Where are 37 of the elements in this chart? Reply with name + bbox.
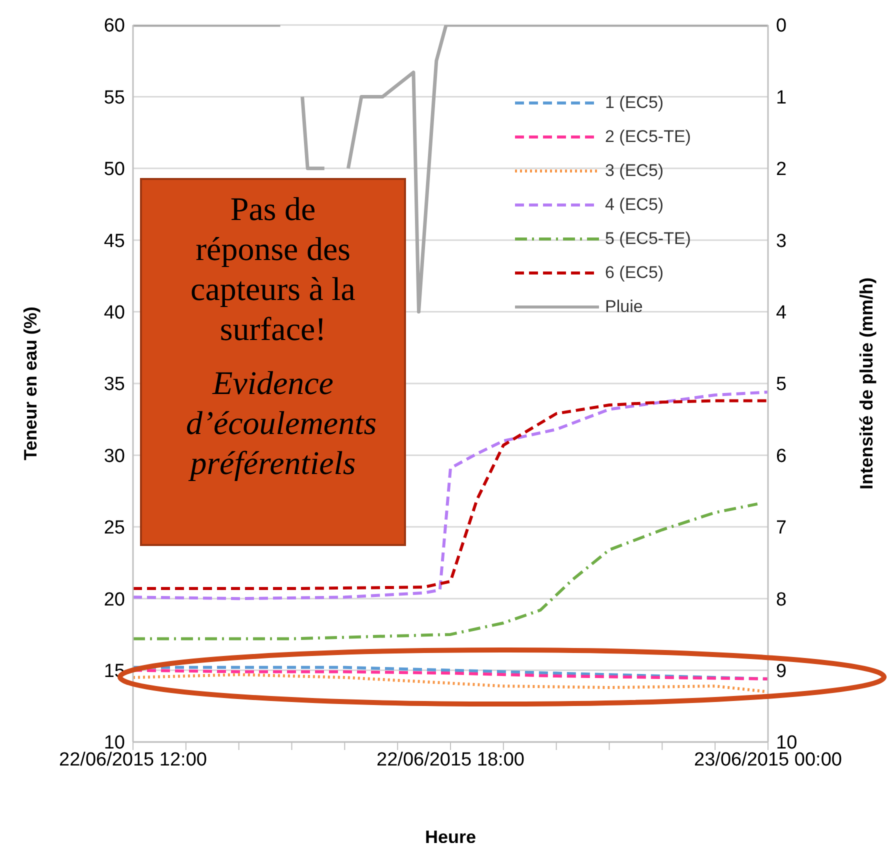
y-tick-label: 25 <box>104 518 125 539</box>
legend-label: 5 (EC5-TE) <box>605 229 691 249</box>
note-box: Pas de réponse des capteurs à la surface! Evidence d’écoulements préférentiels <box>140 178 406 546</box>
x-tick-label: 22/06/2015 18:00 <box>376 749 524 770</box>
x-tick-label: 23/06/2015 00:00 <box>694 749 842 770</box>
legend-label: 1 (EC5) <box>605 93 664 113</box>
y-tick-label: 55 <box>104 87 125 108</box>
x-axis-title: Heure <box>424 827 476 847</box>
y-tick-label: 35 <box>104 374 125 396</box>
legend-label: 2 (EC5-TE) <box>605 127 691 147</box>
annotation: Pas de réponse des capteurs à la surface! <box>190 191 356 350</box>
y2-tick-label: 4 <box>776 302 787 324</box>
y2-tick-label: 5 <box>776 374 787 396</box>
y2-tick-label: 6 <box>776 446 787 467</box>
legend-label: 3 (EC5) <box>605 161 664 181</box>
y2-tick-label: 1 <box>776 87 787 108</box>
y2-tick-label: 8 <box>776 589 787 610</box>
y-tick-label: 45 <box>104 230 125 252</box>
legend-label: 4 (EC5) <box>605 195 664 215</box>
y-tick-label: 60 <box>104 16 125 37</box>
y-tick-label: 50 <box>104 159 125 180</box>
annotation: Evidence d’écoulements préférentiels <box>186 365 377 484</box>
y-axis-title: Teneur en eau (%) <box>20 306 40 460</box>
y2-tick-label: 0 <box>776 16 787 37</box>
y2-axis-title: Intensité de pluie (mm/h) <box>856 277 876 490</box>
y2-tick-label: 2 <box>776 159 787 180</box>
line-series <box>133 502 759 640</box>
y-tick-label: 30 <box>104 446 125 467</box>
y2-tick-label: 7 <box>776 518 787 539</box>
legend-label: Pluie <box>605 297 643 317</box>
y-tick-label: 40 <box>104 302 125 324</box>
x-tick-label: 22/06/2015 12:00 <box>59 749 207 770</box>
line-series <box>133 673 768 694</box>
y2-tick-label: 3 <box>776 230 787 252</box>
y-tick-label: 20 <box>104 589 125 610</box>
y2-tick-label: 9 <box>776 661 787 682</box>
legend-label: 6 (EC5) <box>605 263 664 283</box>
